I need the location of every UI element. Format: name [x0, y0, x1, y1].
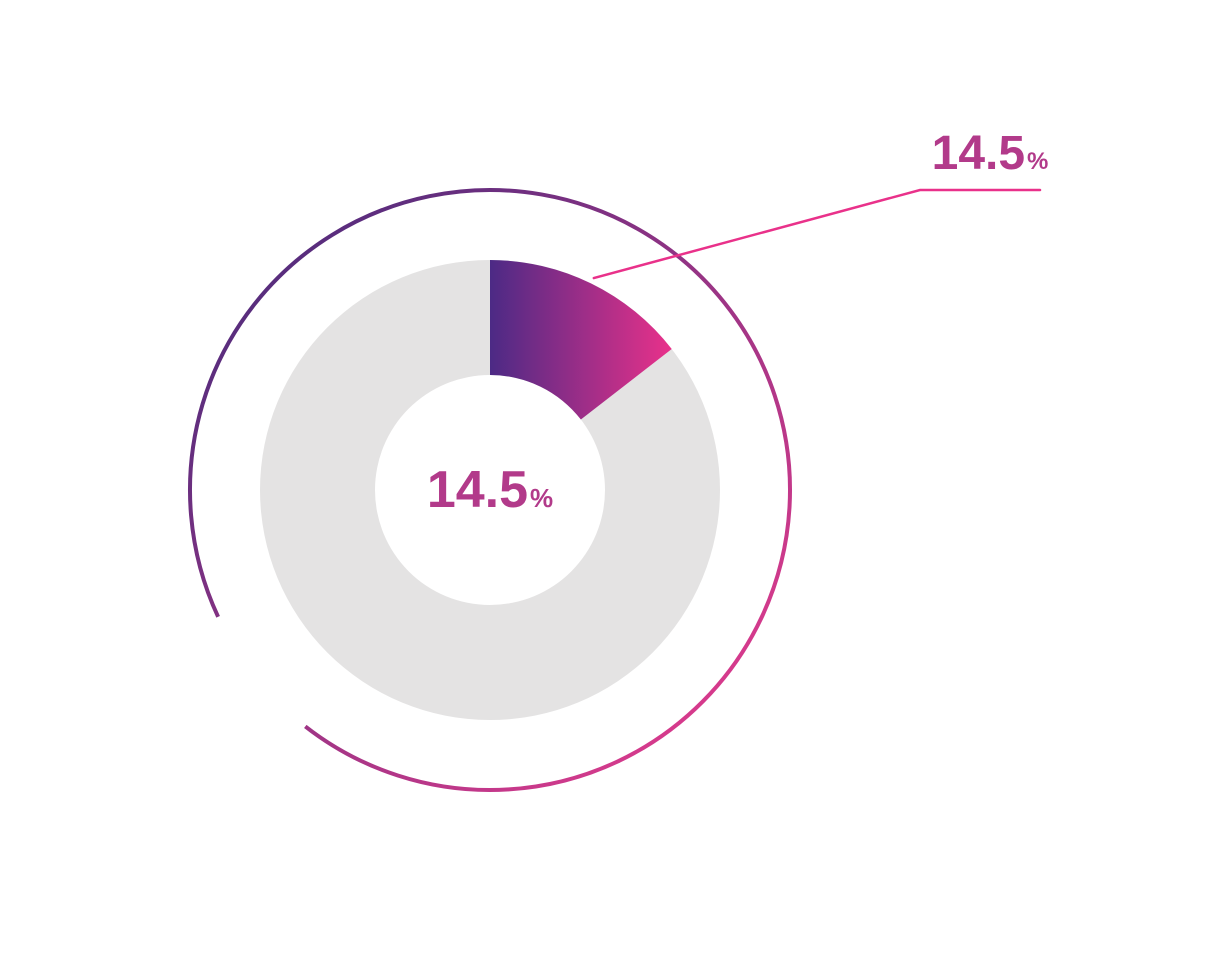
center-percentage-value: 14.5 [427, 464, 528, 516]
center-percentage-label: 14.5% [427, 464, 553, 516]
leader-line [594, 190, 1040, 278]
callout-percentage-label: 14.5% [932, 130, 1049, 178]
center-percentage-unit: % [530, 485, 553, 511]
chart-stage: 14.5% 14.5% [0, 0, 1225, 980]
callout-percentage-unit: % [1027, 150, 1048, 174]
callout-percentage-value: 14.5 [932, 130, 1025, 178]
